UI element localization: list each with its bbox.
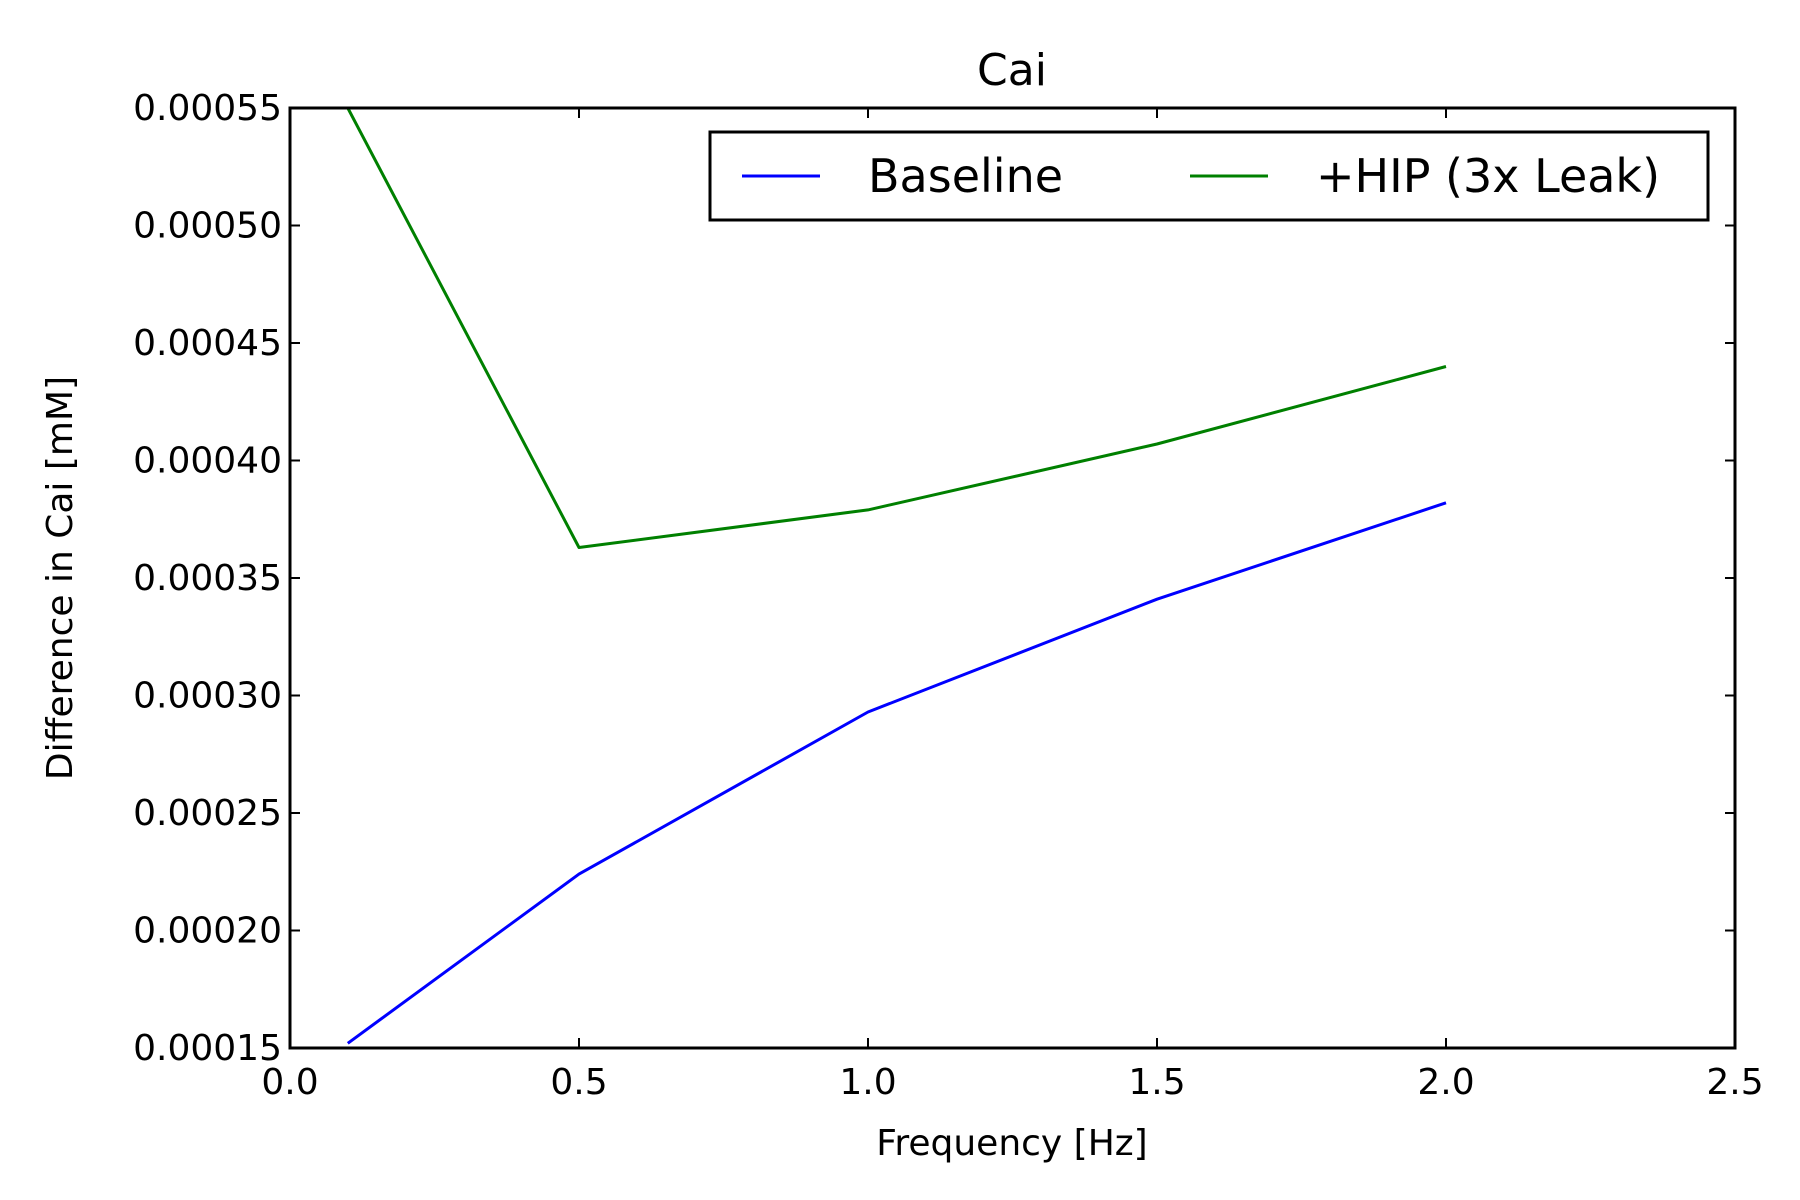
x-tick-label: 0.5 bbox=[550, 1062, 607, 1103]
x-tick-label: 2.5 bbox=[1706, 1062, 1763, 1103]
y-tick-label: 0.00025 bbox=[133, 793, 282, 834]
legend-label-1: +HIP (3x Leak) bbox=[1316, 149, 1660, 203]
ticks-layer: 0.0 0.5 1.0 1.5 2.0 2.5 0.00015 0.00020 0.00025 0… bbox=[133, 88, 1764, 1103]
series-line-0 bbox=[346, 501, 1447, 1045]
series-layer bbox=[346, 107, 1447, 1045]
x-tick-label: 1.5 bbox=[1128, 1062, 1185, 1103]
x-tick-label: 2.0 bbox=[1417, 1062, 1474, 1103]
legend-items: Baseline +HIP (3x Leak) bbox=[742, 149, 1660, 203]
x-tick-label: 0.0 bbox=[261, 1062, 318, 1103]
y-tick-label: 0.00030 bbox=[133, 676, 282, 717]
y-tick-label: 0.00035 bbox=[133, 558, 282, 599]
chart-title: Cai bbox=[977, 45, 1047, 96]
y-tick-label: 0.00050 bbox=[133, 206, 282, 247]
legend-label-0: Baseline bbox=[868, 149, 1063, 203]
legend: Baseline +HIP (3x Leak) bbox=[708, 130, 1710, 222]
x-axis-label: Frequency [Hz] bbox=[876, 1123, 1147, 1164]
y-axis-label: Difference in Cai [mM] bbox=[40, 376, 81, 780]
y-tick-label: 0.00020 bbox=[133, 911, 282, 952]
y-tick-label: 0.00015 bbox=[133, 1028, 282, 1069]
y-tick-label: 0.00045 bbox=[133, 323, 282, 364]
y-tick-label: 0.00055 bbox=[133, 88, 282, 129]
y-tick-label: 0.00040 bbox=[133, 441, 282, 482]
series-line-1 bbox=[346, 107, 1447, 549]
x-tick-label: 1.0 bbox=[839, 1062, 896, 1103]
plot-frame bbox=[288, 106, 1737, 1050]
